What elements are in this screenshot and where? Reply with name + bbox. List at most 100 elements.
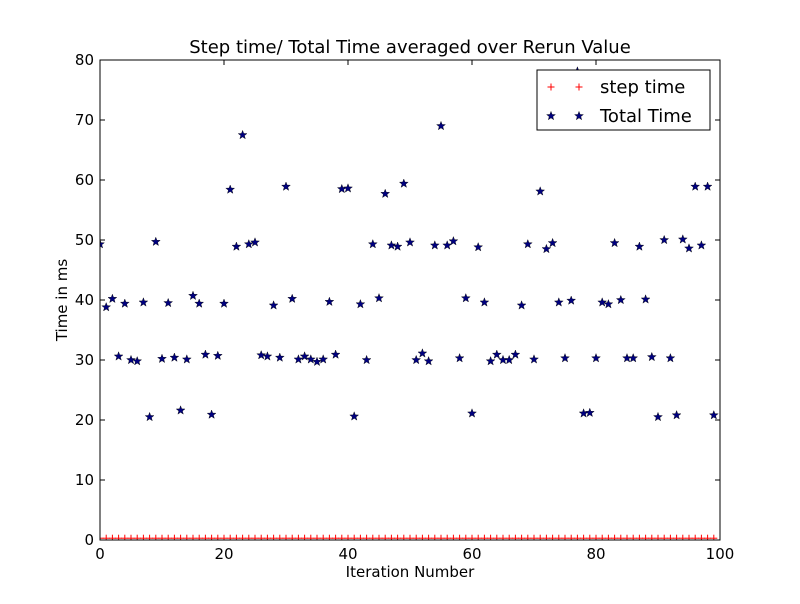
y-tick-label: 40 [75, 291, 94, 309]
total-time-point [175, 405, 186, 415]
step-time-point [332, 534, 340, 540]
total-time-point [188, 290, 198, 300]
total-time-point [448, 236, 459, 246]
step-time-point [115, 534, 123, 540]
total-time-point [380, 188, 391, 198]
total-time-point [684, 243, 694, 253]
total-time-point [591, 353, 601, 363]
step-time-point [530, 534, 538, 540]
y-tick-label: 20 [75, 411, 94, 429]
step-time-point [387, 534, 395, 540]
step-time-point [270, 534, 278, 540]
legend-plus-marker [575, 83, 583, 91]
total-time-point [690, 181, 701, 191]
total-time-point [231, 241, 242, 251]
step-time-point [195, 534, 203, 540]
total-time-point [330, 349, 341, 359]
legend: step time Total Time [536, 69, 711, 131]
total-time-point [163, 297, 174, 308]
total-time-point [256, 350, 267, 360]
plot-frame [99, 59, 721, 541]
total-time-point [615, 294, 626, 305]
total-time-point [702, 181, 713, 191]
step-time-point [245, 534, 253, 540]
total-time-point [144, 411, 155, 422]
total-time-point [169, 352, 180, 362]
step-time-point [350, 534, 358, 540]
step-time-point [592, 534, 600, 540]
step-time-point [505, 534, 513, 540]
y-tick-label: 70 [75, 111, 94, 129]
step-time-point [381, 534, 389, 540]
step-time-point [276, 534, 284, 540]
step-time-point [648, 534, 656, 540]
step-time-point [344, 534, 352, 540]
step-time-point [257, 534, 265, 540]
total-time-point [491, 349, 502, 359]
total-time-point [386, 240, 397, 250]
total-time-point [485, 356, 496, 366]
total-time-point [467, 408, 477, 418]
total-time-point [405, 237, 415, 247]
total-time-point [566, 295, 577, 305]
total-time-point [671, 410, 682, 420]
step-time-point [263, 534, 271, 540]
step-time-point [133, 534, 141, 540]
total-time-point [423, 356, 434, 366]
total-time-point [138, 297, 149, 307]
total-time-point [603, 299, 614, 309]
total-time-point [299, 351, 310, 361]
step-time-point [499, 534, 507, 540]
total-time-point [374, 293, 384, 303]
step-time-point [164, 534, 172, 540]
x-tick-label: 0 [95, 545, 105, 563]
total-time-point [417, 348, 428, 358]
y-tick-label: 0 [84, 531, 94, 549]
step-time-point [456, 534, 464, 540]
y-tick-label: 60 [75, 171, 94, 189]
step-time-point [406, 534, 414, 540]
step-time-point [239, 534, 247, 540]
y-tick-label: 30 [75, 351, 94, 369]
y-tick-label: 80 [75, 51, 94, 69]
total-time-point [510, 349, 521, 359]
step-time-point [561, 534, 569, 540]
step-time-point [462, 534, 470, 540]
step-time-point [108, 534, 116, 540]
step-time-point [580, 534, 588, 540]
total-time-point [150, 236, 161, 246]
step-time-point [412, 534, 420, 540]
total-time-point [541, 243, 552, 254]
total-time-point [206, 409, 217, 419]
total-time-point [212, 350, 223, 360]
total-time-point [274, 352, 285, 362]
step-time-point [611, 534, 619, 540]
total-time-point [237, 129, 248, 140]
step-time-point [542, 534, 550, 540]
step-time-point [177, 534, 185, 540]
total-time-point [262, 351, 273, 361]
step-time-point [660, 534, 668, 540]
step-time-point [617, 534, 625, 540]
total-time-point [367, 239, 378, 249]
total-time-point [355, 299, 366, 309]
total-time-point [100, 239, 105, 249]
step-time-point [586, 534, 594, 540]
step-time-point [604, 534, 612, 540]
step-time-point [152, 534, 160, 540]
total-time-point [398, 178, 409, 188]
total-time-point [479, 297, 490, 307]
step-time-point [307, 534, 315, 540]
step-time-point [598, 534, 606, 540]
legend-star-marker [574, 110, 584, 121]
step-time-point [449, 534, 457, 540]
step-time-point [220, 534, 228, 540]
total-time-point [312, 356, 322, 366]
x-tick-label: 60 [462, 545, 481, 563]
step-time-point [673, 534, 681, 540]
step-time-point [375, 534, 383, 540]
total-time-point [287, 293, 298, 303]
total-time-point [553, 297, 564, 307]
step-time-point [642, 534, 650, 540]
